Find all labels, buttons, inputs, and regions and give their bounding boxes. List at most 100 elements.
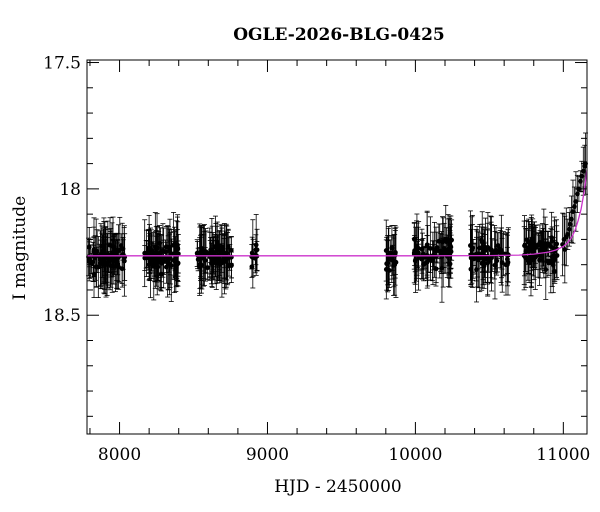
- point-marker: [219, 244, 225, 250]
- point-marker: [197, 255, 203, 261]
- point-marker: [171, 242, 176, 248]
- data-point: [119, 253, 125, 284]
- data-point: [469, 214, 475, 281]
- data-point: [172, 242, 178, 278]
- data-point: [86, 239, 92, 279]
- x-tick-label: 9000: [246, 445, 289, 465]
- point-marker: [250, 251, 256, 257]
- data-point: [427, 216, 433, 281]
- point-marker: [499, 260, 505, 266]
- data-point: [561, 213, 567, 266]
- point-marker: [201, 252, 207, 258]
- data-point: [411, 238, 417, 270]
- point-marker: [447, 249, 453, 254]
- point-marker: [549, 238, 555, 244]
- data-point: [162, 239, 168, 264]
- point-marker: [485, 260, 491, 266]
- data-point: [250, 219, 256, 289]
- point-marker: [554, 241, 560, 247]
- point-marker: [423, 260, 429, 266]
- data-point: [107, 217, 113, 274]
- point-marker: [205, 265, 211, 271]
- data-point: [414, 220, 420, 282]
- model-curve: [87, 169, 588, 257]
- data-point: [392, 227, 398, 279]
- data-point: [541, 231, 547, 271]
- point-marker: [432, 247, 437, 253]
- axis-ticks: [87, 60, 587, 434]
- point-marker: [175, 251, 181, 257]
- y-tick-label: 17.5: [43, 54, 81, 74]
- data-point: [433, 254, 439, 284]
- point-marker: [146, 245, 152, 251]
- data-point: [440, 216, 446, 268]
- data-point: [209, 245, 215, 275]
- point-marker: [121, 258, 127, 264]
- data-point: [142, 219, 148, 288]
- point-marker: [440, 239, 445, 245]
- point-marker: [544, 258, 550, 264]
- data-point: [526, 221, 532, 265]
- data-point: [543, 224, 549, 271]
- data-point: [554, 225, 560, 263]
- data-point: [419, 239, 425, 279]
- point-marker: [523, 255, 528, 260]
- point-marker: [566, 226, 572, 232]
- point-marker: [551, 257, 557, 263]
- point-marker: [100, 248, 106, 254]
- data-point: [390, 244, 396, 276]
- point-marker: [526, 240, 532, 246]
- data-point: [532, 227, 538, 264]
- point-marker: [158, 271, 164, 277]
- data-point: [157, 225, 163, 262]
- point-marker: [165, 258, 171, 264]
- data-point: [393, 226, 399, 298]
- data-point: [95, 236, 101, 298]
- point-marker: [142, 250, 148, 256]
- data-point: [495, 232, 501, 259]
- data-point: [499, 232, 505, 293]
- data-point: [99, 232, 105, 290]
- point-marker: [495, 243, 501, 248]
- point-marker: [228, 263, 234, 269]
- data-point: [175, 234, 181, 274]
- point-marker: [419, 256, 425, 262]
- point-marker: [173, 265, 179, 271]
- data-point: [169, 238, 175, 270]
- data-point: [385, 240, 391, 286]
- point-marker: [533, 243, 538, 248]
- x-tick-label: 8000: [98, 445, 141, 465]
- point-marker: [528, 257, 534, 263]
- data-point: [153, 230, 159, 278]
- point-marker: [445, 237, 451, 243]
- point-marker: [392, 250, 398, 256]
- chart-title: OGLE-2026-BLG-0425: [233, 25, 445, 45]
- data-point: [551, 248, 557, 272]
- x-tick-label: 11000: [536, 445, 590, 465]
- point-marker: [477, 245, 483, 251]
- point-marker: [543, 244, 549, 250]
- point-marker: [393, 259, 399, 265]
- data-point: [447, 215, 453, 288]
- point-marker: [209, 257, 215, 263]
- point-marker: [433, 266, 439, 272]
- point-marker: [169, 251, 175, 257]
- data-point: [253, 214, 259, 276]
- data-point: [146, 249, 152, 280]
- data-point: [445, 214, 451, 267]
- data-point: [197, 226, 203, 290]
- y-axis-label: I magnitude: [10, 196, 30, 300]
- point-marker: [198, 249, 204, 255]
- point-marker: [538, 243, 544, 249]
- data-point: [100, 234, 106, 268]
- data-point: [228, 248, 234, 283]
- point-marker: [385, 260, 391, 266]
- y-tick-label: 18.5: [43, 306, 81, 326]
- x-tick-label: 10000: [388, 445, 442, 465]
- point-marker: [146, 262, 152, 267]
- point-marker: [414, 248, 419, 254]
- point-marker: [92, 255, 98, 261]
- point-marker: [253, 242, 259, 248]
- point-marker: [153, 251, 159, 257]
